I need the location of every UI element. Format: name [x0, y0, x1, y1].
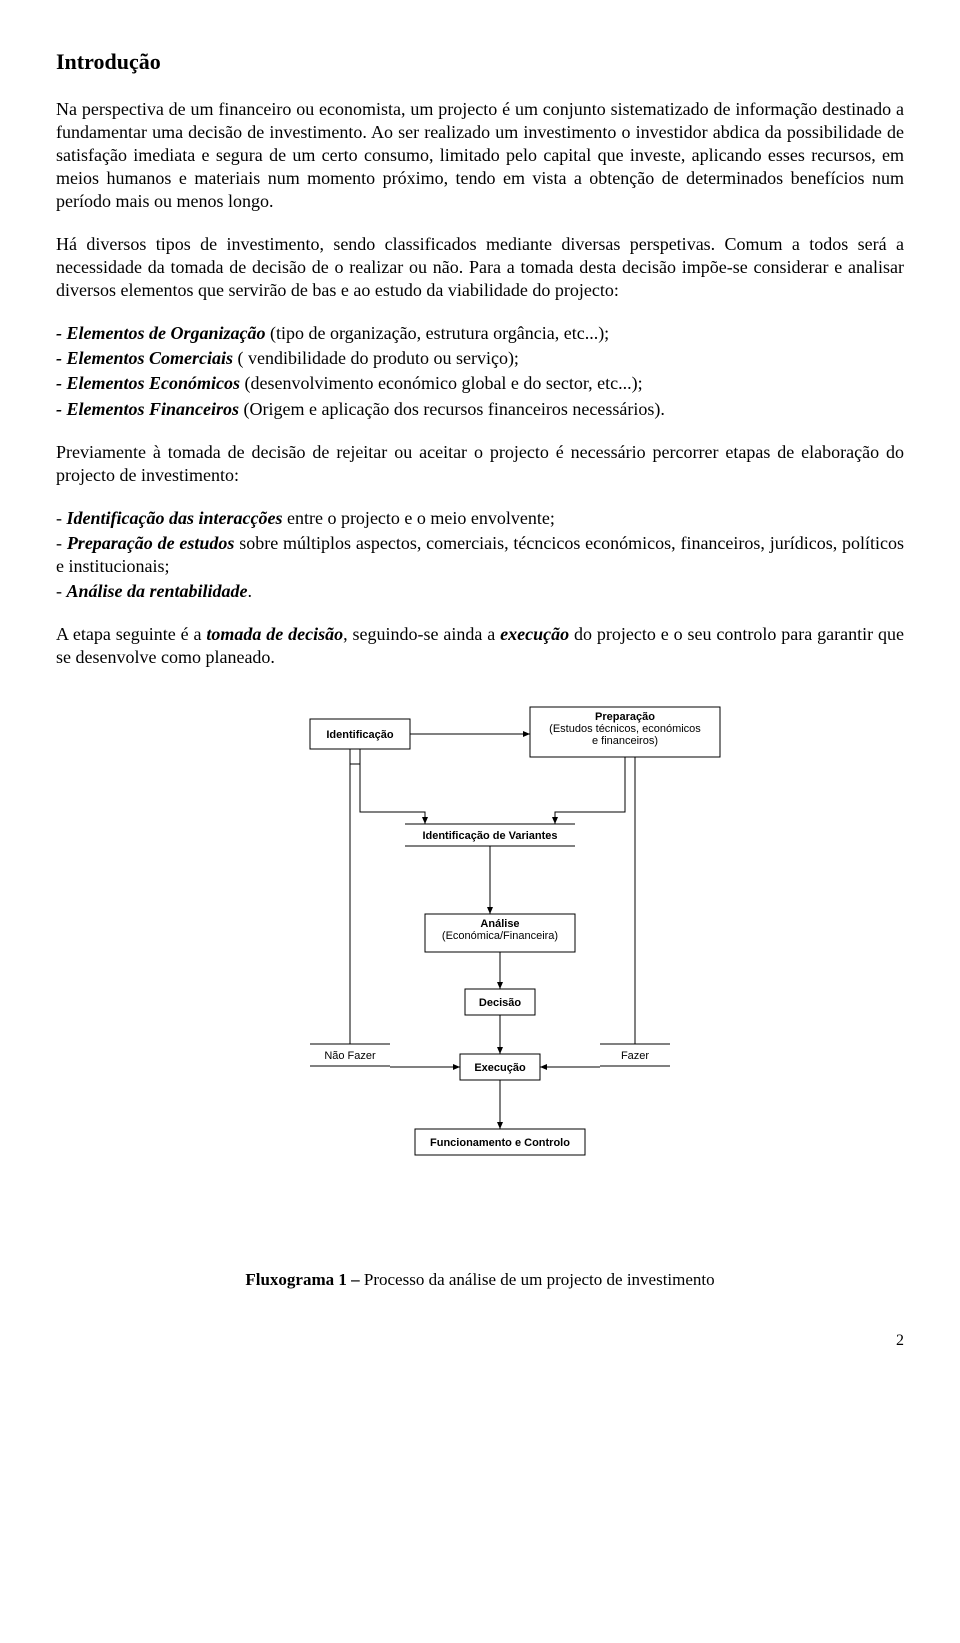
- stage-label: Análise da rentabilidade: [67, 581, 248, 601]
- stage-text: .: [248, 581, 253, 601]
- term-execucao: execução: [500, 624, 569, 644]
- svg-text:Identificação: Identificação: [326, 729, 394, 741]
- element-economicos: - Elementos Económicos (desenvolvimento …: [56, 372, 904, 395]
- stage-label: Preparação de estudos: [67, 533, 235, 553]
- flowchart-svg: Identificação Preparação(Estudos técnicos…: [200, 689, 760, 1239]
- element-text: ( vendibilidade do produto ou serviço);: [233, 348, 519, 368]
- element-label: - Elementos de Organização: [56, 323, 266, 343]
- svg-text:Execução: Execução: [474, 1062, 526, 1074]
- element-organizacao: - Elementos de Organização (tipo de orga…: [56, 322, 904, 345]
- stage-analise: - Análise da rentabilidade.: [56, 580, 904, 603]
- svg-text:Decisão: Decisão: [479, 997, 521, 1009]
- svg-text:(Económica/Financeira): (Económica/Financeira): [442, 930, 558, 942]
- term-tomada-decisao: tomada de decisão: [206, 624, 343, 644]
- svg-text:Preparação: Preparação: [595, 711, 655, 723]
- element-label: - Elementos Financeiros: [56, 399, 239, 419]
- element-text: (Origem e aplicação dos recursos finance…: [239, 399, 665, 419]
- caption-text: Processo da análise de um projecto de in…: [364, 1270, 715, 1289]
- element-comerciais: - Elementos Comerciais ( vendibilidade d…: [56, 347, 904, 370]
- element-financeiros: - Elementos Financeiros (Origem e aplica…: [56, 398, 904, 421]
- caption-label: Fluxograma 1 –: [245, 1270, 364, 1289]
- paragraph-intro-1: Na perspectiva de um financeiro ou econo…: [56, 98, 904, 213]
- element-label: - Elementos Económicos: [56, 373, 240, 393]
- element-text: (tipo de organização, estrutura orgância…: [266, 323, 610, 343]
- stage-text: entre o projecto e o meio envolvente;: [282, 508, 554, 528]
- elements-list: - Elementos de Organização (tipo de orga…: [56, 322, 904, 420]
- svg-text:Identificação de Variantes: Identificação de Variantes: [422, 830, 557, 842]
- element-label: - Elementos Comerciais: [56, 348, 233, 368]
- svg-text:e financeiros): e financeiros): [592, 735, 658, 747]
- svg-text:(Estudos técnicos, económicos: (Estudos técnicos, económicos: [549, 723, 701, 735]
- svg-text:Não Fazer: Não Fazer: [324, 1050, 376, 1062]
- paragraph-intro-2: Há diversos tipos de investimento, sendo…: [56, 233, 904, 302]
- svg-text:Análise: Análise: [480, 918, 519, 930]
- flowchart-diagram: Identificação Preparação(Estudos técnicos…: [56, 689, 904, 1291]
- paragraph-prev: Previamente à tomada de decisão de rejei…: [56, 441, 904, 487]
- flowchart-caption: Fluxograma 1 – Processo da análise de um…: [56, 1269, 904, 1291]
- section-title: Introdução: [56, 48, 904, 76]
- element-text: (desenvolvimento económico global e do s…: [240, 373, 643, 393]
- stages-list: - Identificação das interacções entre o …: [56, 507, 904, 603]
- svg-text:Fazer: Fazer: [621, 1050, 649, 1062]
- stage-identificacao: - Identificação das interacções entre o …: [56, 507, 904, 530]
- stage-label: Identificação das interacções: [67, 508, 283, 528]
- svg-text:Funcionamento e Controlo: Funcionamento e Controlo: [430, 1137, 570, 1149]
- paragraph-next-stage: A etapa seguinte é a tomada de decisão, …: [56, 623, 904, 669]
- page-number: 2: [56, 1331, 904, 1351]
- stage-preparacao: - Preparação de estudos sobre múltiplos …: [56, 532, 904, 578]
